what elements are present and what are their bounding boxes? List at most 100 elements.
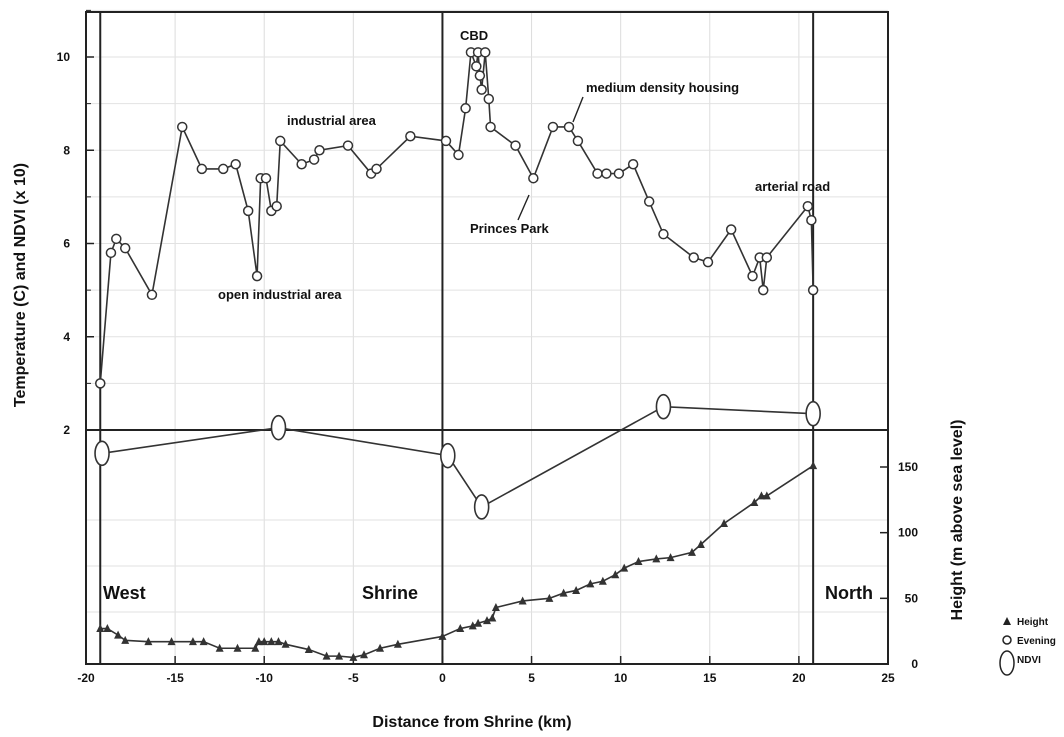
evening-point bbox=[471, 61, 482, 72]
y-left-axis-title: Temperature (C) and NDVI (x 10) bbox=[12, 163, 29, 407]
evening-point bbox=[485, 121, 496, 133]
y-left-tick-label: 10 bbox=[57, 50, 71, 64]
evening-point bbox=[111, 233, 122, 245]
annotation-pointer-medium-density bbox=[572, 96, 584, 123]
height-point bbox=[188, 637, 197, 646]
height-point bbox=[750, 497, 759, 506]
ndvi-point bbox=[655, 393, 672, 420]
height-point bbox=[281, 639, 290, 648]
evening-point bbox=[105, 247, 117, 259]
height-point bbox=[545, 593, 554, 602]
x-tick-label: 5 bbox=[528, 671, 535, 685]
height-point bbox=[757, 491, 766, 500]
height-point bbox=[260, 637, 269, 646]
height-point bbox=[251, 643, 260, 652]
legend-ndvi-label: NDVI bbox=[1017, 655, 1041, 666]
height-point bbox=[474, 618, 483, 627]
height-point bbox=[687, 547, 696, 556]
height-point bbox=[144, 637, 153, 646]
evening-point bbox=[528, 172, 539, 184]
height-point bbox=[483, 616, 491, 625]
height-point bbox=[376, 643, 385, 652]
height-point bbox=[274, 637, 283, 646]
evening-point bbox=[476, 84, 487, 95]
height-point bbox=[468, 621, 477, 630]
evening-point bbox=[251, 270, 263, 282]
legend-height-label: Height bbox=[1017, 617, 1049, 628]
height-point bbox=[121, 635, 130, 644]
evening-point bbox=[702, 256, 714, 268]
ndvi-point bbox=[805, 400, 821, 427]
evening-point bbox=[230, 158, 241, 170]
ndvi-point bbox=[94, 440, 110, 467]
height-point bbox=[215, 643, 224, 652]
x-tick-label: -5 bbox=[348, 671, 359, 685]
height-point bbox=[491, 603, 500, 612]
height-point bbox=[809, 461, 818, 470]
evening-point bbox=[342, 140, 354, 151]
evening-point bbox=[296, 158, 307, 170]
evening-point bbox=[275, 135, 286, 147]
evening-point bbox=[242, 205, 254, 217]
evening-point bbox=[95, 378, 106, 389]
height-point bbox=[696, 539, 705, 548]
evening-point bbox=[510, 140, 521, 151]
ndvi-point bbox=[270, 414, 287, 441]
annotation-industrial-area: industrial area bbox=[287, 113, 377, 128]
annotation-open-industrial-area: open industrial area bbox=[218, 287, 342, 302]
evening-point bbox=[627, 158, 639, 170]
region-label-shrine: Shrine bbox=[362, 583, 418, 603]
y-right-tick-label: 0 bbox=[911, 657, 918, 671]
evening-point bbox=[761, 252, 773, 263]
x-tick-label: 25 bbox=[881, 671, 895, 685]
height-point bbox=[666, 553, 675, 562]
evening-point bbox=[725, 224, 737, 235]
evening-point bbox=[601, 168, 612, 179]
height-point bbox=[304, 645, 313, 654]
evening-point bbox=[757, 284, 769, 296]
region-label-west: West bbox=[103, 583, 146, 603]
height-point bbox=[103, 624, 112, 633]
evening-point bbox=[747, 270, 758, 282]
height-point bbox=[634, 557, 643, 566]
legend-height-marker bbox=[1003, 617, 1011, 625]
height-point bbox=[167, 637, 176, 646]
evening-point bbox=[643, 196, 655, 207]
series-layer bbox=[94, 47, 821, 661]
annotation-princes-park: Princes Park bbox=[470, 221, 550, 236]
evening-point bbox=[483, 93, 495, 105]
evening-point bbox=[806, 214, 817, 226]
height-point bbox=[267, 637, 276, 646]
height-point bbox=[598, 576, 607, 585]
reference-lines bbox=[86, 12, 888, 664]
y-right-tick-label: 150 bbox=[898, 460, 918, 474]
height-point bbox=[349, 652, 358, 661]
ndvi-point bbox=[473, 494, 490, 520]
height-point bbox=[518, 596, 527, 605]
y-left-tick-label: 4 bbox=[63, 330, 70, 344]
evening-point bbox=[658, 228, 669, 240]
evening-point bbox=[440, 135, 452, 147]
x-tick-label: -10 bbox=[256, 671, 274, 685]
evening-point bbox=[563, 121, 575, 133]
height-point bbox=[199, 637, 208, 646]
height-point bbox=[652, 554, 661, 563]
legend-ndvi-marker bbox=[999, 650, 1015, 676]
height-point bbox=[254, 637, 263, 646]
height-point bbox=[572, 585, 581, 594]
evening-point bbox=[479, 47, 491, 58]
height-point bbox=[335, 651, 344, 660]
height-point bbox=[762, 491, 771, 500]
evening-point bbox=[217, 163, 229, 175]
evening-point bbox=[688, 252, 699, 263]
height-point bbox=[720, 518, 729, 527]
evening-point bbox=[474, 70, 486, 81]
height-point bbox=[96, 624, 105, 633]
height-point bbox=[611, 570, 620, 579]
height-point bbox=[586, 579, 595, 588]
evening-point bbox=[802, 200, 814, 212]
evening-point bbox=[196, 163, 208, 175]
evening-point bbox=[260, 172, 272, 184]
